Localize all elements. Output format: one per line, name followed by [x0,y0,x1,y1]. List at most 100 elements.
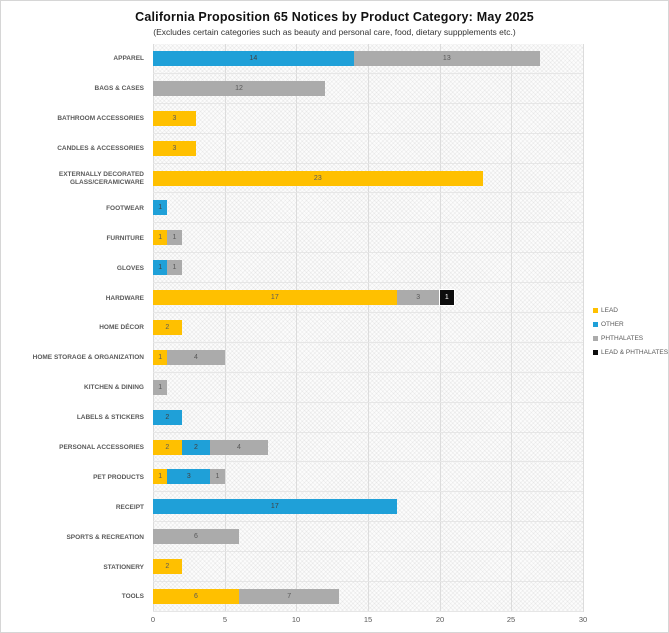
category-row: 1 3 1 [153,462,583,493]
category-label: HOME DÉCOR [99,324,144,332]
bar-rows: 14 13 12 3 3 23 1 1 1 1 1 17 3 1 2 1 4 1 2 2 2 4 1 3 1 17 6 2 6 7 [153,44,583,612]
bar-segment: 2 [153,439,182,455]
stacked-bar: 2 [153,319,182,335]
stacked-bar: 14 13 [153,50,540,66]
data-label: 1 [172,264,177,272]
gridline [296,44,297,612]
data-label: 2 [165,323,170,331]
stacked-bar: 1 [153,200,168,216]
data-label: 17 [270,503,279,511]
stacked-bar: 1 [153,379,168,395]
category-axis: APPAREL BAGS & CASES BATHROOM ACCESSORIES C… [1,44,149,612]
category-row: 2 [153,313,583,343]
stacked-bar: 3 [153,110,196,126]
bar-segment: 4 [210,439,268,455]
legend-color-swatch [593,322,598,327]
data-label: 1 [172,234,177,242]
bar-segment: 1 [153,200,168,216]
data-label: 1 [215,473,220,481]
x-axis-tick-label: 20 [435,615,445,624]
data-label: 1 [158,264,163,272]
category-row: 1 [153,193,583,224]
data-label: 23 [313,174,322,182]
legend-color-swatch [593,308,598,313]
bar-segment: 3 [153,140,196,156]
bar-segment: 6 [153,529,239,545]
data-label: 3 [172,114,177,122]
category-row: 1 [153,373,583,403]
bar-segment: 17 [153,290,397,306]
stacked-bar: 2 [153,409,182,425]
category-row: 3 [153,104,583,134]
x-axis-tick-label: 30 [578,615,588,624]
legend-color-swatch [593,336,598,341]
bar-segment: 1 [439,290,454,306]
data-label: 1 [158,234,163,242]
bar-segment: 1 [153,379,168,395]
bar-segment: 17 [153,499,397,515]
data-label: 1 [158,353,163,361]
data-label: 4 [194,353,198,361]
stacked-bar: 6 [153,529,239,545]
stacked-bar: 17 [153,499,397,515]
x-axis-tick-label: 5 [222,615,228,624]
gridline [583,44,584,612]
category-row: 23 [153,164,583,194]
data-label: 1 [158,473,163,481]
category-label: RECEIPT [115,503,144,511]
stacked-bar: 2 [153,559,182,575]
data-label: 1 [158,383,163,391]
bar-segment: 2 [153,319,182,335]
category-label: BAGS & CASES [94,85,144,93]
x-axis-tick-label: 15 [363,615,373,624]
category-row: 14 13 [153,44,583,74]
data-label: 4 [237,443,241,451]
bar-segment: 2 [153,559,182,575]
legend-label: PHTHALATES [601,335,644,342]
category-label: SPORTS & RECREATION [66,533,144,541]
category-label: APPAREL [113,55,144,63]
legend-label: LEAD & PHTHALATES [601,349,669,356]
bar-segment: 2 [181,439,211,455]
bar-segment: 1 [167,260,182,276]
category-label: EXTERNALLY DECORATED GLASS/CERAMICWARE [58,171,144,186]
bar-segment: 13 [353,50,540,66]
data-label: 2 [165,563,170,571]
category-row: 2 [153,403,583,433]
data-label: 6 [194,592,198,600]
gridline [225,44,226,612]
plot-area: 14 13 12 3 3 23 1 1 1 1 1 17 3 1 2 1 4 1 2 2 2 4 1 3 1 17 6 2 6 7 [153,44,584,612]
x-axis: 0 5 10 15 20 25 30 [151,615,587,627]
stacked-bar: 3 [153,140,196,156]
category-row: 2 2 4 [153,433,583,463]
data-label: 3 [186,473,191,481]
category-label: HARDWARE [105,294,144,302]
legend-label: LEAD [601,307,618,314]
stacked-bar: 17 3 1 [153,290,454,306]
bar-segment: 1 [153,469,168,485]
category-label: FURNITURE [106,234,144,242]
stacked-bar: 2 2 4 [153,439,268,455]
stacked-bar: 12 [153,80,325,96]
data-label: 13 [442,54,451,62]
x-axis-tick-label: 25 [506,615,516,624]
data-label: 2 [165,413,170,421]
bar-segment: 23 [153,170,483,186]
category-label: TOOLS [121,593,144,601]
category-label: HOME STORAGE & ORGANIZATION [32,354,144,362]
legend-item: LEAD [593,307,668,314]
gridline [511,44,512,612]
category-label: PERSONAL ACCESSORIES [59,443,144,451]
x-axis-tick-label: 10 [291,615,301,624]
category-label: CANDLES & ACCESSORIES [57,145,144,153]
bar-segment: 3 [153,110,196,126]
chart-subtitle: (Excludes certain categories such as bea… [153,27,516,37]
legend: LEAD OTHER PHTHALATES LEAD & PHTHALATES [593,307,668,356]
data-label: 1 [158,204,163,212]
category-label: LABELS & STICKERS [76,414,144,422]
